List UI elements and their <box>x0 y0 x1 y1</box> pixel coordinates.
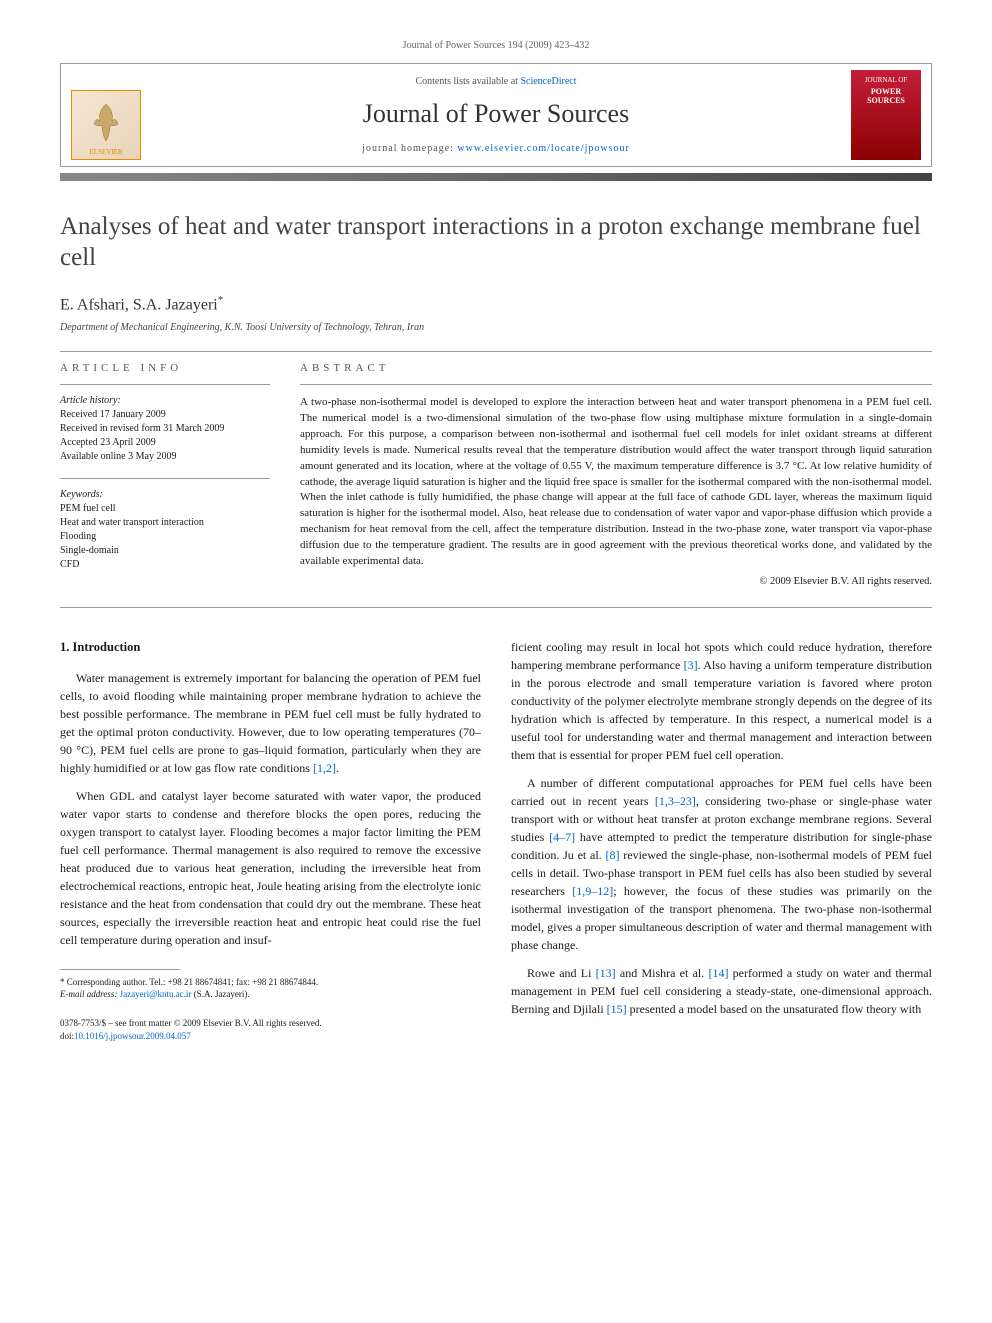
author-list: E. Afshari, S.A. Jazayeri* <box>60 294 932 314</box>
article-info-heading: article info <box>60 362 270 374</box>
keywords-block: Keywords: PEM fuel cell Heat and water t… <box>60 489 270 572</box>
elsevier-tree-icon <box>86 99 126 144</box>
publisher-label: ELSEVIER <box>89 148 122 156</box>
info-divider-1 <box>60 384 270 385</box>
article-history: Article history: Received 17 January 200… <box>60 395 270 464</box>
doi-label: doi: <box>60 1031 74 1041</box>
contents-prefix: Contents lists available at <box>415 76 520 87</box>
cover-small-label: JOURNAL OF <box>865 76 907 84</box>
gradient-bar <box>60 173 932 181</box>
email-suffix: (S.A. Jazayeri). <box>191 989 249 999</box>
running-header: Journal of Power Sources 194 (2009) 423–… <box>60 40 932 51</box>
front-matter: 0378-7753/$ – see front matter © 2009 El… <box>60 1017 481 1030</box>
abstract-text: A two-phase non-isothermal model is deve… <box>300 395 932 570</box>
keyword: Heat and water transport interaction <box>60 516 270 530</box>
journal-homepage: journal homepage: www.elsevier.com/locat… <box>362 143 630 154</box>
abstract-divider <box>300 384 932 385</box>
footnote-separator <box>60 969 180 970</box>
homepage-prefix: journal homepage: <box>362 143 457 154</box>
history-line: Accepted 23 April 2009 <box>60 436 270 450</box>
divider-bottom <box>60 607 932 608</box>
journal-cover-area: JOURNAL OF POWER SOURCES <box>841 64 931 166</box>
elsevier-logo: ELSEVIER <box>71 90 141 160</box>
history-line: Received 17 January 2009 <box>60 408 270 422</box>
email-link[interactable]: Jazayeri@kntu.ac.ir <box>120 989 192 999</box>
masthead: ELSEVIER Contents lists available at Sci… <box>60 63 932 167</box>
keyword: Single-domain <box>60 544 270 558</box>
body-paragraph: A number of different computational appr… <box>511 774 932 954</box>
affiliation: Department of Mechanical Engineering, K.… <box>60 322 932 333</box>
divider-top <box>60 351 932 352</box>
body-right-column: ficient cooling may result in local hot … <box>511 638 932 1042</box>
body-paragraph: ficient cooling may result in local hot … <box>511 638 932 764</box>
section-heading: 1. Introduction <box>60 638 481 657</box>
body-paragraph: Water management is extremely important … <box>60 669 481 777</box>
email-label: E-mail address: <box>60 989 120 999</box>
history-line: Received in revised form 31 March 2009 <box>60 422 270 436</box>
footer-line: 0378-7753/$ – see front matter © 2009 El… <box>60 1017 481 1042</box>
masthead-center: Contents lists available at ScienceDirec… <box>151 64 841 166</box>
keyword: CFD <box>60 558 270 572</box>
article-title: Analyses of heat and water transport int… <box>60 211 932 274</box>
journal-homepage-link[interactable]: www.elsevier.com/locate/jpowsour <box>457 143 629 154</box>
body-left-column: 1. Introduction Water management is extr… <box>60 638 481 1042</box>
keyword: Flooding <box>60 530 270 544</box>
history-line: Available online 3 May 2009 <box>60 450 270 464</box>
abstract-copyright: © 2009 Elsevier B.V. All rights reserved… <box>300 576 932 587</box>
corresponding-mark: * <box>218 294 224 306</box>
history-label: Article history: <box>60 395 270 406</box>
sciencedirect-link[interactable]: ScienceDirect <box>520 76 576 87</box>
journal-name: Journal of Power Sources <box>363 99 629 129</box>
authors-text: E. Afshari, S.A. Jazayeri <box>60 296 218 313</box>
article-info-column: article info Article history: Received 1… <box>60 362 270 587</box>
corr-contact: * Corresponding author. Tel.: +98 21 886… <box>60 976 481 989</box>
contents-availability: Contents lists available at ScienceDirec… <box>415 76 576 87</box>
keywords-label: Keywords: <box>60 489 270 500</box>
abstract-heading: abstract <box>300 362 932 374</box>
cover-big-label: POWER SOURCES <box>854 88 918 106</box>
doi-link[interactable]: 10.1016/j.jpowsour.2009.04.057 <box>74 1031 191 1041</box>
publisher-logo-area: ELSEVIER <box>61 64 151 166</box>
body-paragraph: When GDL and catalyst layer become satur… <box>60 787 481 949</box>
info-divider-2 <box>60 478 270 479</box>
corresponding-author-footnote: * Corresponding author. Tel.: +98 21 886… <box>60 976 481 1001</box>
keyword: PEM fuel cell <box>60 502 270 516</box>
body-paragraph: Rowe and Li [13] and Mishra et al. [14] … <box>511 964 932 1018</box>
journal-cover: JOURNAL OF POWER SOURCES <box>851 70 921 160</box>
abstract-column: abstract A two-phase non-isothermal mode… <box>300 362 932 587</box>
